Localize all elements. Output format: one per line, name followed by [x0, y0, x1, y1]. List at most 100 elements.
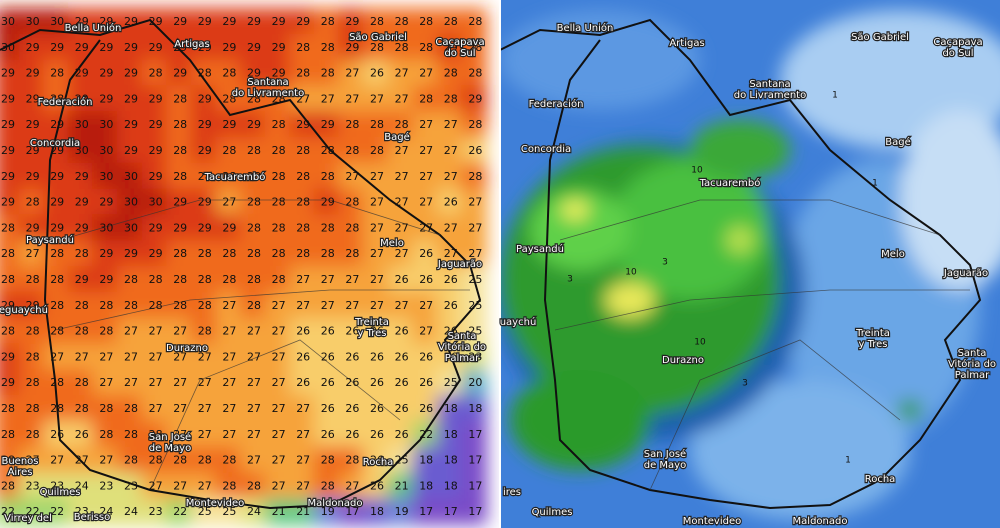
temperature-cell: [18, 395, 45, 422]
temperature-label: 26: [296, 325, 310, 338]
temperature-label: 28: [247, 247, 261, 260]
temperature-cell: [387, 33, 414, 61]
temperature-label: 29: [149, 221, 163, 234]
temperature-label: 27: [222, 402, 236, 415]
temperature-cell: [240, 395, 266, 422]
temperature-label: 27: [345, 479, 359, 492]
temperature-cell: [190, 266, 217, 293]
city-label: y Tres: [358, 328, 387, 339]
temperature-label: 28: [173, 247, 187, 260]
temperature-cell: [387, 240, 414, 268]
city-label: Virrey del: [4, 513, 52, 524]
temperature-cell: [264, 137, 291, 164]
temperature-label: 26: [296, 376, 310, 389]
temperature-cell: [363, 240, 389, 268]
city-label: São Gabriel: [851, 32, 909, 43]
temperature-label: 28: [370, 144, 384, 157]
temperature-label: 26: [75, 428, 89, 441]
temperature-cell: [215, 343, 242, 371]
temperature-label: 29: [173, 196, 187, 209]
contour-label: 1: [832, 91, 838, 101]
temperature-label: 23: [149, 505, 163, 518]
temperature-label: 29: [26, 299, 40, 312]
temperature-label: 27: [395, 221, 409, 234]
temperature-cell: [141, 214, 168, 242]
temperature-label: 29: [26, 67, 40, 80]
temperature-label: 28: [198, 299, 212, 312]
temperature-label: 27: [198, 479, 212, 492]
temperature-label: 29: [99, 67, 113, 80]
temperature-cell: [436, 498, 463, 526]
temperature-label: 29: [75, 273, 89, 286]
temperature-label: 27: [468, 221, 482, 234]
city-label: Berisso: [74, 512, 110, 523]
temperature-cell: [117, 498, 143, 526]
temperature-cell: [338, 214, 365, 242]
temperature-cell: [67, 111, 94, 139]
temperature-cell: [141, 111, 168, 139]
temperature-cell: [117, 291, 143, 319]
temperature-label: 29: [99, 92, 113, 105]
temperature-label: 28: [468, 170, 482, 183]
temperature-label: 27: [173, 402, 187, 415]
temperature-label: 28: [272, 247, 286, 260]
temperature-label: 23: [99, 479, 113, 492]
temperature-label: 29: [468, 92, 482, 105]
temperature-cell: [264, 33, 291, 61]
temperature-cell: [313, 59, 340, 87]
temperature-label: 27: [419, 118, 433, 131]
temperature-label: 29: [124, 15, 138, 28]
temperature-label: 28: [272, 144, 286, 157]
temperature-cell: [436, 33, 463, 61]
temperature-cell: [166, 59, 193, 87]
temperature-label: 28: [370, 118, 384, 131]
temperature-cell: [289, 420, 316, 448]
temperature-label: 30: [99, 118, 113, 131]
temperature-cell: [387, 162, 414, 190]
temperature-cell: [92, 498, 119, 526]
temperature-label: 29: [50, 41, 64, 54]
temperature-label: 27: [124, 325, 138, 338]
temperature-label: 30: [99, 144, 113, 157]
temperature-cell: [289, 498, 316, 526]
temperature-label: 29: [198, 15, 212, 28]
temperature-label: 27: [198, 402, 212, 415]
city-label: ires: [503, 487, 521, 498]
temperature-label: 29: [99, 247, 113, 260]
temperature-label: 28: [321, 67, 335, 80]
temperature-cell: [18, 317, 45, 345]
temperature-cell: [215, 188, 242, 216]
temperature-label: 28: [75, 247, 89, 260]
temperature-label: 28: [272, 92, 286, 105]
temperature-cell: [240, 420, 266, 448]
temperature-label: 27: [296, 479, 310, 492]
departments: [54, 199, 970, 491]
temperature-cell: [264, 446, 291, 474]
temperature-cell: [363, 8, 389, 35]
temperature-cell: [190, 111, 217, 139]
temperature-cell: [363, 498, 389, 526]
temperature-cell: [387, 498, 414, 526]
temperature-cell: [313, 446, 340, 474]
city-label: Palmar: [955, 370, 990, 381]
temperature-cell: [363, 291, 389, 319]
temperature-label: 28: [149, 299, 163, 312]
temperature-cell: [18, 59, 45, 87]
temperature-label: 26: [321, 402, 335, 415]
temperature-cell: [338, 8, 365, 35]
temperature-cell: [412, 266, 439, 293]
temperature-label: 28: [247, 170, 261, 183]
temperature-label: 21: [272, 505, 286, 518]
temperature-label: 28: [75, 376, 89, 389]
temperature-cell: [412, 8, 439, 35]
temperature-label: 27: [149, 376, 163, 389]
temperature-cell: [190, 498, 217, 526]
temperature-label: 28: [222, 454, 236, 467]
temperature-cell: [166, 111, 193, 139]
temperature-cell: [43, 59, 70, 87]
temperature-cell: [363, 85, 389, 113]
temperature-label: 17: [444, 505, 458, 518]
temperature-label: 29: [75, 41, 89, 54]
temperature-cell: [338, 317, 365, 345]
temperature-cell: [461, 420, 488, 448]
